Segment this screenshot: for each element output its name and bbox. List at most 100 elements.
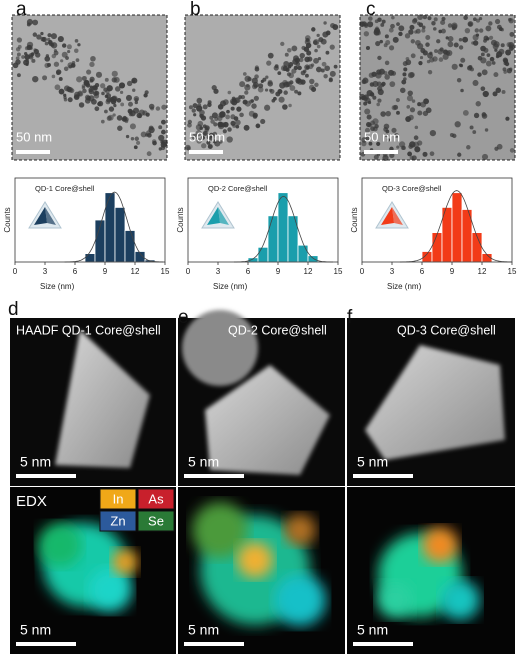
nanoparticle (389, 152, 395, 159)
haadf-image: HAADF QD-1 Core@shell 5 nm (10, 318, 176, 486)
nanoparticle (408, 144, 414, 149)
nanoparticle (456, 77, 462, 83)
nanoparticle (142, 110, 148, 116)
nanoparticle (406, 95, 414, 102)
nanoparticle (406, 105, 411, 109)
nanoparticle (242, 72, 247, 76)
nanoparticle (158, 125, 163, 130)
nanoparticle (93, 93, 100, 99)
nanoparticle (289, 85, 296, 91)
nanoparticle (472, 130, 477, 134)
panel-letter: d (8, 299, 19, 320)
scale-bar (16, 474, 76, 478)
nanoparticle (88, 87, 94, 93)
nanoparticle (76, 76, 83, 83)
nanoparticle (81, 75, 87, 81)
nanoparticle (377, 55, 382, 61)
nanoparticle (485, 60, 492, 67)
nanoparticle (333, 64, 338, 69)
nanoparticle (409, 72, 415, 78)
nanoparticle (359, 21, 365, 27)
scale-bar (16, 642, 76, 646)
nanoparticle (503, 58, 509, 64)
nanoparticle (502, 67, 507, 72)
element-signal (422, 527, 458, 563)
nanoparticle (112, 113, 116, 117)
nanoparticle (367, 21, 374, 28)
nanoparticle (134, 97, 139, 102)
nanoparticle (111, 70, 118, 77)
nanoparticle (82, 88, 87, 94)
bar (421, 251, 433, 263)
nanoparticle (236, 106, 242, 112)
bar (257, 246, 269, 263)
nanoparticle (384, 133, 389, 138)
x-tick-label: 15 (508, 267, 517, 276)
nanoparticle (265, 75, 269, 79)
nanoparticle (396, 145, 400, 149)
nanoparticle (460, 88, 464, 93)
nanoparticle (400, 145, 406, 150)
nanoparticle (118, 82, 126, 89)
nanoparticle (95, 71, 103, 78)
nanoparticle (500, 43, 505, 48)
nanoparticle (235, 124, 240, 129)
nanoparticle (133, 145, 138, 150)
nanoparticle (494, 18, 501, 25)
nanoparticle (451, 63, 458, 70)
nanoparticle (191, 108, 196, 113)
nanoparticle (226, 136, 233, 143)
nanoparticle (445, 50, 451, 56)
nanoparticle (384, 34, 389, 39)
nanoparticle (222, 129, 227, 134)
nanoparticle (405, 56, 410, 61)
nanoparticle (454, 121, 461, 128)
nanoparticle (21, 55, 25, 59)
nanoparticle (368, 141, 373, 146)
icon-face (45, 207, 56, 225)
nanoparticle (372, 126, 378, 132)
nanoparticle (187, 122, 192, 128)
nanoparticle (240, 94, 246, 100)
nanoparticle (485, 37, 490, 41)
nanoparticle (475, 101, 481, 107)
nanoparticle (70, 63, 76, 68)
nanoparticle (478, 16, 483, 21)
nanoparticle (146, 151, 152, 157)
nanoparticle (325, 50, 330, 55)
panel-letter: f (347, 307, 353, 328)
nanoparticle (311, 27, 316, 32)
nanoparticle (363, 31, 370, 37)
x-tick-label: 15 (161, 267, 170, 276)
tem-image: 50 nm (184, 14, 341, 161)
panel-letter: a (16, 0, 27, 20)
histogram: 0 3 6 9 12 15 Size (nm) Counts QD-1 Core@shell (3, 177, 170, 291)
legend-label: As (148, 491, 164, 506)
nanoparticle (26, 18, 33, 26)
haadf-label: HAADF QD-1 Core@shell (16, 323, 161, 337)
nanoparticle (387, 69, 395, 76)
nanoparticle (405, 116, 412, 122)
tem-border (359, 14, 516, 161)
nanoparticle (323, 74, 328, 79)
nanoparticle (244, 90, 249, 95)
nanoparticle (298, 57, 304, 63)
nanoparticle (329, 44, 335, 50)
nanoparticle (379, 39, 384, 44)
nanoparticle (100, 119, 105, 124)
icon-face (218, 207, 229, 225)
nanoparticle (427, 16, 432, 21)
nanoparticle (480, 86, 486, 92)
nanoparticle (425, 107, 432, 114)
particle (205, 365, 330, 475)
nanoparticle (67, 49, 71, 54)
nanoparticle (441, 28, 446, 34)
nanoparticle (210, 119, 215, 124)
nanoparticle (388, 45, 395, 51)
nanoparticle (396, 22, 400, 26)
nanoparticle (474, 28, 479, 33)
nanoparticle (231, 99, 238, 106)
fit-curve (64, 191, 164, 263)
nanoparticle (246, 84, 250, 88)
nanoparticle (264, 104, 271, 111)
